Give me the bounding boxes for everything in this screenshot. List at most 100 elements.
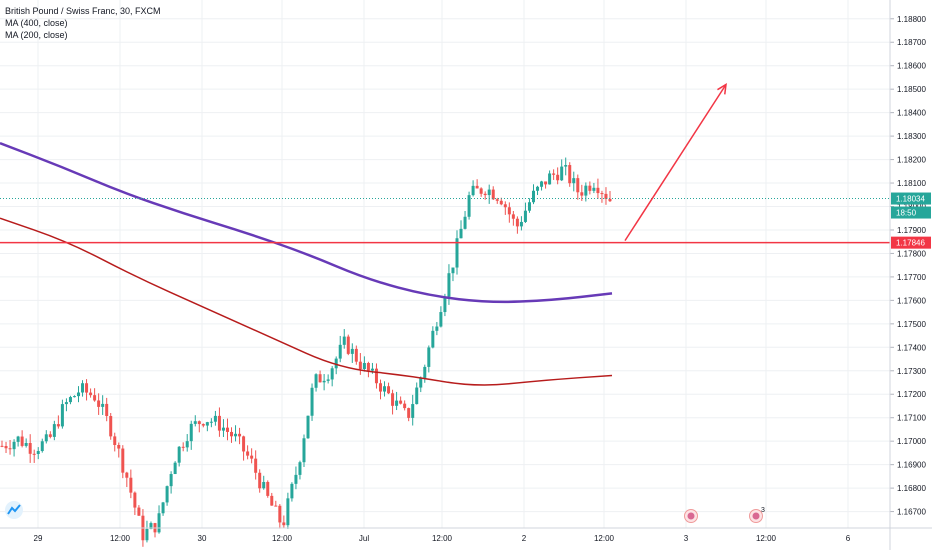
y-tick-label: 1.17000 xyxy=(897,437,926,446)
candle-body xyxy=(221,427,225,431)
candle-body xyxy=(483,193,487,196)
y-tick-label: 1.18600 xyxy=(897,62,926,71)
candle-body xyxy=(85,383,89,393)
candle-body xyxy=(173,462,177,475)
candle xyxy=(4,441,8,454)
candle-body xyxy=(290,483,294,499)
candle xyxy=(16,435,20,447)
candle xyxy=(576,174,580,200)
ma200-line xyxy=(0,217,613,386)
forecast-arrow-head xyxy=(717,83,727,95)
candle xyxy=(536,185,540,196)
candle-body xyxy=(552,173,556,175)
candle xyxy=(101,395,105,415)
candle xyxy=(350,343,354,363)
candle-body xyxy=(8,448,12,450)
candle xyxy=(181,442,185,452)
candle xyxy=(342,329,346,349)
candle xyxy=(338,335,342,363)
candle xyxy=(97,393,101,415)
candle-body xyxy=(455,238,459,268)
y-tick-label: 1.17700 xyxy=(897,273,926,282)
candle-body xyxy=(189,423,193,442)
symbol-title[interactable]: British Pound / Swiss Franc, 30, FXCM xyxy=(5,6,161,16)
candle xyxy=(32,449,36,463)
candle xyxy=(137,505,141,516)
candle-body xyxy=(193,421,197,424)
candle-body xyxy=(246,451,250,456)
candle xyxy=(322,374,326,391)
candle xyxy=(326,374,330,384)
candle-body xyxy=(52,424,56,437)
candle-body xyxy=(64,402,68,405)
candle-body xyxy=(531,190,535,203)
candle-body xyxy=(487,189,491,196)
level-price-label-bg xyxy=(891,236,931,249)
candle-body xyxy=(68,397,72,403)
y-tick-label: 1.18300 xyxy=(897,132,926,141)
candle-body xyxy=(479,188,483,194)
candle xyxy=(278,504,282,529)
candle xyxy=(129,469,133,499)
candle-body xyxy=(318,374,322,383)
candle xyxy=(495,197,499,204)
candle-body xyxy=(439,312,443,327)
candle xyxy=(314,373,318,392)
candle-body xyxy=(56,424,60,427)
candle-body xyxy=(334,358,338,369)
candle xyxy=(109,412,113,440)
event-count-label: 3 xyxy=(761,507,765,514)
ma400-legend[interactable]: MA (400, close) xyxy=(5,18,68,28)
candle xyxy=(262,475,266,490)
candle-body xyxy=(205,422,209,426)
candle xyxy=(64,398,68,412)
x-tick-label: 12:00 xyxy=(432,534,453,543)
candle-body xyxy=(588,185,592,191)
candle xyxy=(24,438,28,448)
candle xyxy=(217,407,221,437)
level-price-label[interactable]: 1.17846 xyxy=(896,239,925,248)
candle xyxy=(20,430,24,448)
candle-body xyxy=(527,202,531,211)
candle-body xyxy=(447,273,451,297)
candle-body xyxy=(24,442,28,446)
candle-body xyxy=(604,193,608,199)
candle xyxy=(540,180,544,191)
candle xyxy=(568,162,572,187)
candle-body xyxy=(346,336,350,354)
candle-body xyxy=(310,387,314,416)
candle-body xyxy=(238,433,242,437)
candle xyxy=(238,427,242,445)
economic-event-2[interactable]: 3 xyxy=(749,507,766,523)
candle-body xyxy=(366,362,370,371)
countdown-label-bg xyxy=(891,206,931,219)
candle-body xyxy=(97,400,101,407)
ma200-legend[interactable]: MA (200, close) xyxy=(5,30,68,40)
x-tick-label: 12:00 xyxy=(272,534,293,543)
candle-body xyxy=(556,174,560,181)
candle-body xyxy=(145,528,149,541)
candle xyxy=(334,356,338,375)
candle-body xyxy=(326,379,330,381)
candle-body xyxy=(48,434,52,437)
candle-body xyxy=(242,436,246,452)
candle xyxy=(282,515,286,529)
x-tick-label: 12:00 xyxy=(756,534,777,543)
candle-body xyxy=(463,216,467,229)
candle xyxy=(177,445,181,467)
last-price-label[interactable]: 1.18034 xyxy=(896,195,925,204)
y-tick-label: 1.16700 xyxy=(897,508,926,517)
tradingview-logo[interactable] xyxy=(5,501,23,519)
candle xyxy=(185,434,189,452)
candle xyxy=(403,400,407,411)
candle xyxy=(572,171,576,192)
forecast-arrow-line[interactable] xyxy=(624,84,727,242)
countdown-label[interactable]: 18:50 xyxy=(896,209,917,218)
economic-event-1[interactable] xyxy=(684,509,698,523)
candle-body xyxy=(560,166,564,181)
candle xyxy=(463,211,467,230)
candle-body xyxy=(338,344,342,359)
candle-body xyxy=(121,448,125,473)
